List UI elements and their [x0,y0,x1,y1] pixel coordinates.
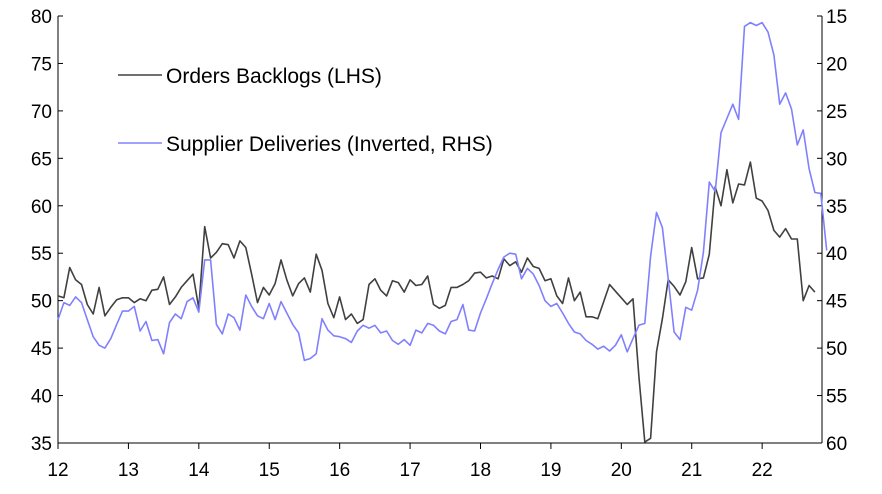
right-tick-label: 40 [826,244,847,265]
x-tick-label: 19 [540,460,561,481]
right-tick-label: 30 [826,149,847,170]
legend-item-orders-backlogs: Orders Backlogs (LHS) [118,65,382,88]
x-tick-label: 20 [611,460,632,481]
left-tick-label: 65 [31,149,52,170]
series-line-orders-backlogs [57,161,816,443]
right-tick-label: 20 [826,54,847,75]
right-tick-label: 35 [826,197,847,218]
series-lines [57,21,828,443]
left-tick-label: 80 [31,7,52,28]
right-tick-label: 60 [826,434,847,455]
x-tick-label: 17 [400,460,421,481]
series-line-supplier-deliveries [57,21,828,362]
left-tick-label: 45 [31,339,52,360]
left-tick-label: 40 [31,387,52,408]
left-tick-label: 75 [31,54,52,75]
legend-label-supplier-deliveries: Supplier Deliveries (Inverted, RHS) [166,133,493,156]
x-tick-label: 14 [188,460,210,481]
legend-item-supplier-deliveries: Supplier Deliveries (Inverted, RHS) [118,133,493,156]
right-tick-label: 25 [826,102,847,123]
left-tick-label: 60 [31,197,52,218]
x-tick-label: 21 [681,460,702,481]
legend: Orders Backlogs (LHS) Supplier Deliverie… [118,65,493,156]
x-tick-label: 13 [118,460,139,481]
left-tick-label: 35 [31,434,52,455]
right-tick-label: 15 [826,7,847,28]
right-tick-label: 45 [826,292,847,313]
legend-label-orders-backlogs: Orders Backlogs (LHS) [166,65,382,88]
x-axis: 12 13 14 15 16 17 18 19 20 21 22 [47,442,822,481]
x-tick-label: 22 [752,460,773,481]
left-tick-label: 50 [31,292,52,313]
left-y-axis: 80 75 70 65 60 55 50 45 40 35 [31,7,63,455]
left-tick-label: 70 [31,102,52,123]
x-tick-label: 15 [259,460,280,481]
right-tick-label: 50 [826,339,847,360]
x-tick-label: 16 [329,460,350,481]
x-tick-label: 18 [470,460,491,481]
x-tick-label: 12 [47,460,68,481]
right-y-axis: 15 20 25 30 35 40 45 50 55 60 [817,7,847,455]
left-tick-label: 55 [31,244,52,265]
right-tick-label: 55 [826,387,847,408]
